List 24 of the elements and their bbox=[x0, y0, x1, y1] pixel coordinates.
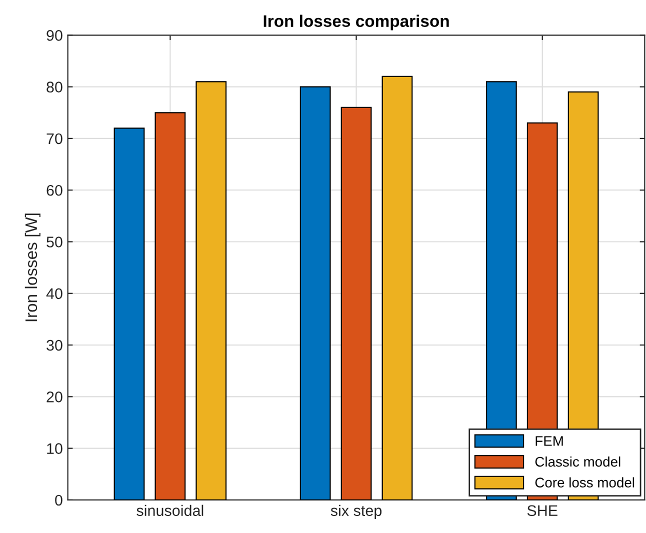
bar bbox=[382, 76, 413, 500]
bar bbox=[114, 128, 145, 500]
y-tick-label: 20 bbox=[46, 392, 62, 402]
y-tick-label: 90 bbox=[46, 30, 62, 41]
legend-label: Core loss model bbox=[535, 477, 634, 488]
y-tick-label: 0 bbox=[55, 494, 62, 506]
x-tick-label: six step bbox=[330, 504, 382, 520]
y-tick-label: 60 bbox=[46, 184, 62, 196]
x-tick-label: SHE bbox=[527, 505, 558, 516]
x-tick-label: sinusoidal bbox=[136, 504, 204, 516]
chart-title: Iron losses comparison bbox=[264, 14, 449, 30]
y-tick-label: 10 bbox=[47, 443, 62, 454]
y-tick-label: 40 bbox=[46, 288, 62, 300]
y-tick-label: 80 bbox=[46, 82, 62, 93]
y-tick-label: 30 bbox=[46, 340, 62, 351]
bar bbox=[300, 86, 331, 500]
y-tick-label: 70 bbox=[46, 133, 62, 144]
legend-label: Classic model bbox=[535, 456, 620, 467]
y-tick-label: 50 bbox=[46, 236, 62, 248]
y-axis-title: Iron losses [W] bbox=[24, 214, 40, 322]
bar bbox=[196, 81, 227, 500]
bar bbox=[154, 112, 186, 500]
legend-label: FEM bbox=[536, 436, 563, 446]
bar bbox=[340, 106, 372, 500]
